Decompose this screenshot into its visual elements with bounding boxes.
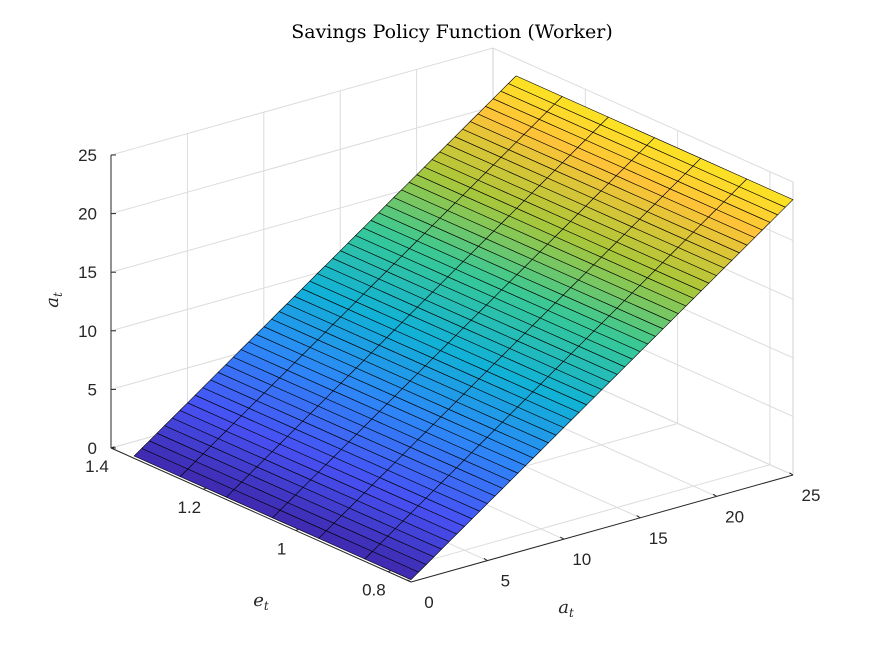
y-tick-label: 1.2 [177,498,201,517]
x-axis-line [410,474,794,583]
z-tick-label: 0 [88,439,97,458]
x-tick-mark [636,515,641,519]
gridline-e [387,171,771,573]
y-axis-line [110,447,412,583]
y-tick-mark [203,487,207,490]
axes-layer [110,155,794,583]
x-axis-label: at [558,597,574,620]
y-tick-label: 0.8 [362,581,386,600]
y-axis-label: et [253,590,269,613]
surface-patch [738,178,794,208]
y-tick-label: 1 [277,539,286,558]
x-tick-label: 15 [649,529,668,548]
x-tick-label: 20 [725,507,744,526]
x-tick-mark [789,472,794,476]
z-tick-label: 25 [78,146,97,165]
x-tick-label: 10 [572,550,591,569]
x-tick-mark [560,536,565,540]
x-tick-label: 25 [802,486,821,505]
y-tick-mark [387,569,392,573]
z-tick-label: 20 [78,205,97,224]
surface-layer [133,75,794,581]
x-tick-label: 0 [424,593,433,612]
x-tick-mark [483,557,488,562]
z-tick-label: 5 [88,380,97,399]
x-tick-mark [407,579,412,583]
z-tick-label: 10 [78,322,97,341]
x-tick-mark [712,493,717,497]
z-axis-label: at [42,292,65,308]
y-tick-mark [295,528,300,531]
y-tick-label: 1.4 [85,457,109,476]
x-tick-label: 5 [501,572,510,591]
chart-title: Savings Policy Function (Worker) [291,21,613,43]
z-tick-label: 15 [78,263,97,282]
